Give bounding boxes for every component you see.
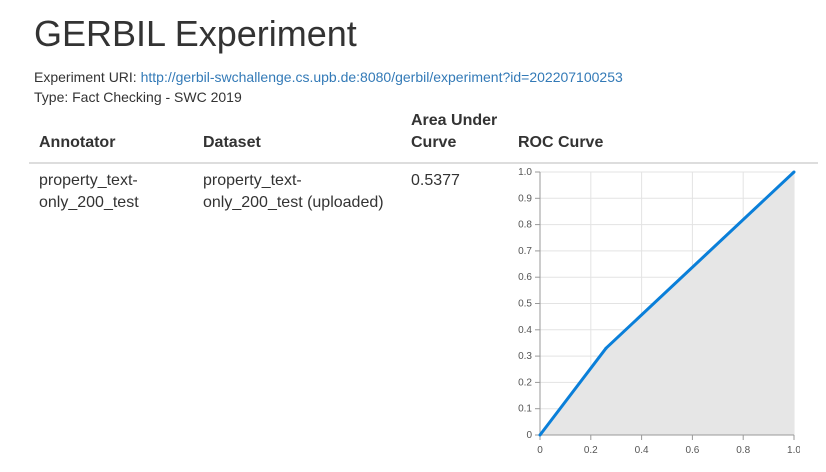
x-tick-label: 0.4 [635,445,649,456]
y-tick-label: 0.9 [518,193,532,204]
results-table: Annotator Dataset Area Under Curve ROC C… [29,110,818,456]
y-tick-label: 0.1 [518,404,532,415]
cell-annotator: property_text-only_200_test [39,172,139,211]
experiment-meta: Experiment URI: http://gerbil-swchalleng… [34,67,623,107]
header-annotator: Annotator [29,110,193,164]
roc-chart: 0 0.1 0.2 0.3 0.4 0.5 0.6 0.7 0.8 0.9 1.0 0 0.2 0.4 0.… [518,167,800,456]
cell-roc: 0 0.1 0.2 0.3 0.4 0.5 0.6 0.7 0.8 0.9 1.0 0 0.2 0.4 0.… [508,163,818,456]
header-roc: ROC Curve [508,110,818,164]
header-auc-line2: Curve [411,134,457,151]
header-auc: Area Under Curve [401,110,508,164]
cell-auc: 0.5377 [411,172,460,189]
table-header-row: Annotator Dataset Area Under Curve ROC C… [29,110,818,164]
y-tick-label: 0 [526,430,532,441]
roc-tick-labels: 0 0.1 0.2 0.3 0.4 0.5 0.6 0.7 0.8 0.9 1.0 0 0.2 0.4 0.… [518,167,800,456]
page-title: GERBIL Experiment [34,13,357,54]
x-tick-label: 0.6 [685,445,699,456]
experiment-type: Type: Fact Checking - SWC 2019 [34,89,242,105]
roc-point [538,433,542,437]
y-tick-label: 0.3 [518,351,532,362]
y-tick-label: 0.5 [518,299,532,310]
y-tick-label: 0.2 [518,377,532,388]
roc-area [540,172,794,435]
y-tick-label: 0.6 [518,272,532,283]
y-tick-label: 0.7 [518,246,532,257]
y-tick-label: 0.4 [518,325,532,336]
x-tick-label: 0 [537,445,543,456]
y-tick-label: 0.8 [518,220,532,231]
roc-axes [535,171,795,440]
header-dataset: Dataset [193,110,401,164]
cell-dataset: property_text-only_200_test (uploaded) [203,172,384,211]
x-tick-label: 0.8 [736,445,750,456]
x-tick-label: 0.2 [584,445,598,456]
table-row: property_text-only_200_test property_tex… [29,163,818,456]
experiment-uri-link[interactable]: http://gerbil-swchallenge.cs.upb.de:8080… [140,69,623,85]
x-tick-label: 1.0 [787,445,800,456]
roc-point [604,346,608,350]
roc-point [792,170,796,174]
y-tick-label: 1.0 [518,167,532,178]
experiment-uri-line: Experiment URI: http://gerbil-swchalleng… [34,67,623,87]
header-auc-line1: Area Under [411,112,498,129]
experiment-uri-label: Experiment URI: [34,69,141,85]
